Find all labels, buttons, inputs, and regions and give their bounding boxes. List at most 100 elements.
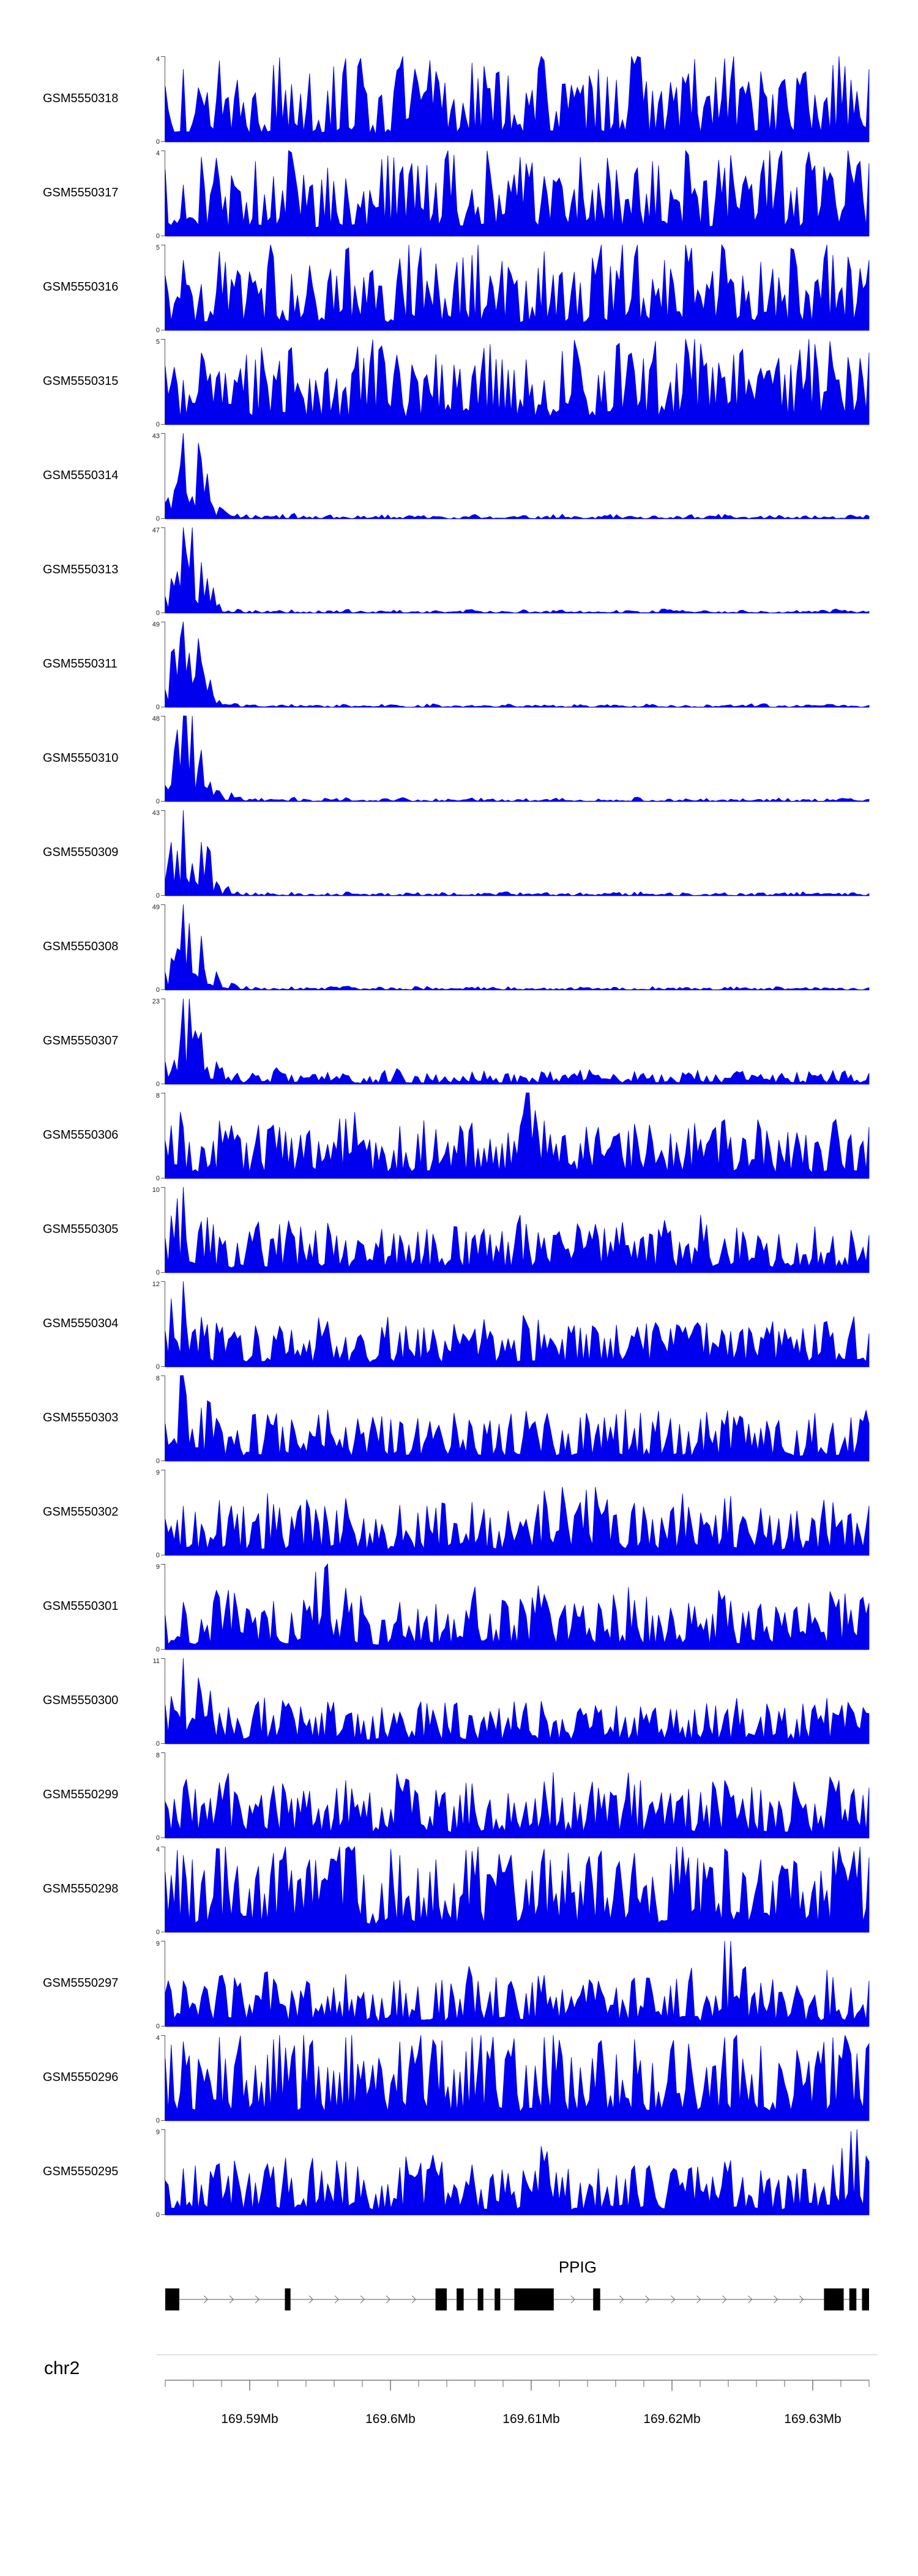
y-zero-label: 0 [156, 2211, 160, 2219]
track-label: GSM5550298 [43, 1882, 119, 1896]
track-label: GSM5550306 [43, 1128, 119, 1142]
strand-arrow-icon [799, 2295, 804, 2304]
y-max-label: 43 [152, 433, 160, 440]
signal-area [165, 1186, 870, 1273]
y-zero-label: 0 [156, 1740, 160, 1748]
track-label: GSM5550313 [43, 563, 119, 576]
minor-ticks [165, 2380, 870, 2387]
y-max-label: 10 [152, 1186, 160, 1194]
signal-area [165, 433, 870, 519]
y-zero-label: 0 [156, 327, 160, 334]
axis-tick-label: 169.6Mb [365, 2412, 416, 2426]
track-label: GSM5550305 [43, 1223, 119, 1236]
strand-arrow-icon [229, 2295, 234, 2304]
signal-area [165, 56, 870, 143]
track-label: GSM5550299 [43, 1788, 119, 1801]
y-max-label: 4 [156, 150, 160, 157]
y-max-label: 9 [156, 2129, 160, 2136]
y-zero-label: 0 [156, 1457, 160, 1465]
axis-tick-label: 169.59Mb [221, 2412, 278, 2426]
track-label: GSM5550311 [43, 657, 118, 671]
signal-area [165, 244, 870, 331]
coverage-plot: 90 [156, 2129, 870, 2219]
exon [494, 2288, 501, 2310]
axis-tick-label: 169.61Mb [502, 2412, 559, 2426]
coverage-plot: 80 [156, 1092, 870, 1182]
exon [593, 2288, 600, 2310]
strand-arrows [203, 2295, 804, 2304]
y-zero-label: 0 [156, 515, 160, 523]
strand-arrow-icon [774, 2295, 778, 2304]
strand-arrow-icon [360, 2295, 365, 2304]
signal-area [165, 1281, 870, 1368]
track-label: GSM5550308 [43, 940, 119, 953]
signal-area [165, 2034, 870, 2121]
axis-tick-label: 169.62Mb [643, 2412, 700, 2426]
strand-arrow-icon [411, 2295, 416, 2304]
y-max-label: 49 [152, 904, 160, 911]
y-max-label: 4 [156, 56, 160, 63]
track-label: GSM5550295 [43, 2165, 119, 2178]
exons [165, 2288, 869, 2310]
track-label: GSM5550301 [43, 1599, 119, 1613]
coverage-plot: 90 [156, 1469, 870, 1559]
y-zero-label: 0 [156, 421, 160, 428]
signal-area [165, 810, 870, 896]
signal-area [165, 2129, 870, 2216]
strand-arrow-icon [334, 2295, 339, 2304]
gene-model-track: PPIG [165, 2258, 869, 2310]
y-zero-label: 0 [156, 798, 160, 805]
track-label: GSM5550297 [43, 1976, 119, 1990]
y-zero-label: 0 [156, 1929, 160, 1936]
signal-area [165, 1092, 870, 1179]
y-max-label: 23 [152, 998, 160, 1005]
coverage-plot: 49 0 [152, 904, 870, 994]
y-zero-label: 0 [156, 2117, 160, 2124]
y-max-label: 8 [156, 1375, 160, 1382]
y-zero-label: 0 [156, 1363, 160, 1371]
y-zero-label: 0 [156, 704, 160, 711]
signal-area [165, 1845, 870, 1933]
y-max-label: 8 [156, 1092, 160, 1100]
strand-arrow-icon [671, 2295, 676, 2304]
coverage-plot: 40 [156, 56, 870, 146]
track-label: GSM5550307 [43, 1034, 119, 1048]
y-zero-label: 0 [156, 1552, 160, 1559]
exon [285, 2288, 291, 2310]
y-zero-label: 0 [156, 609, 160, 617]
strand-arrow-icon [308, 2295, 313, 2304]
coverage-plot: 40 [156, 149, 870, 240]
y-max-label: 49 [152, 621, 160, 628]
strand-arrow-icon [619, 2295, 624, 2304]
signal-area [165, 1940, 870, 2027]
strand-arrow-icon [570, 2295, 575, 2304]
coverage-plot: 90 [156, 1940, 870, 2030]
y-max-label: 9 [156, 1563, 160, 1571]
axis-tick-label: 169.63Mb [784, 2412, 841, 2426]
track-label: GSM5550310 [43, 751, 119, 765]
exon [849, 2288, 857, 2310]
y-zero-label: 0 [156, 986, 160, 994]
y-max-label: 43 [152, 810, 160, 817]
y-max-label: 11 [153, 1658, 160, 1665]
strand-arrow-icon [748, 2295, 753, 2304]
y-max-label: 5 [156, 244, 160, 251]
y-max-label: 5 [156, 338, 160, 346]
coverage-plot: 80 [156, 1375, 870, 1465]
coverage-plot: 10 0 [152, 1186, 870, 1276]
coverage-plot: 43 0 [152, 810, 870, 899]
exon [862, 2288, 869, 2310]
track-label: GSM5550300 [43, 1694, 119, 1707]
signal-area [165, 338, 870, 425]
coverage-plot: 23 0 [152, 998, 870, 1088]
strand-arrow-icon [386, 2295, 390, 2304]
signal-area [165, 527, 870, 614]
signal-area [165, 1375, 870, 1462]
signal-area [165, 715, 870, 802]
coverage-plot: 40 [156, 2034, 870, 2124]
signal-area [165, 149, 870, 237]
y-max-label: 4 [156, 1846, 160, 1853]
coverage-plot: 12 0 [152, 1281, 870, 1371]
y-zero-label: 0 [156, 1269, 160, 1276]
signal-area [165, 1486, 870, 1556]
